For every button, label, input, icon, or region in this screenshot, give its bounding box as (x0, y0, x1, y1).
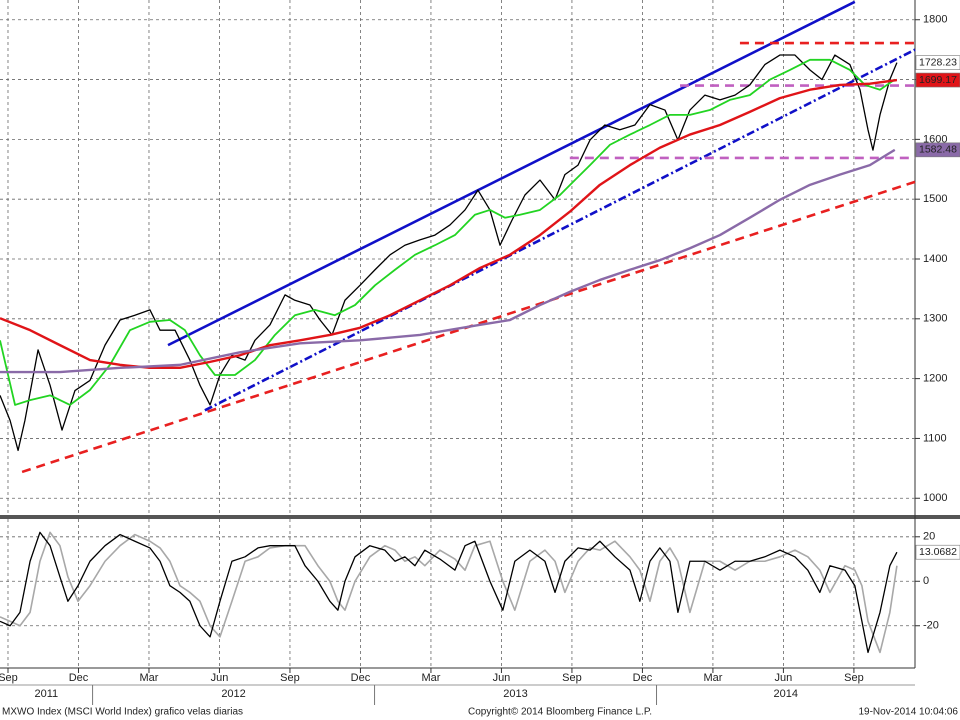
y-tick-label: 1300 (923, 313, 947, 325)
year-label: 2013 (503, 688, 527, 700)
y-tick-label: 1400 (923, 253, 947, 265)
x-tick-label: Jun (493, 672, 511, 684)
series-line (0, 148, 896, 374)
end-label-box (915, 142, 960, 158)
end-label-box (915, 72, 960, 88)
x-tick-label: Sep (0, 672, 18, 684)
x-tick-label: Mar (703, 672, 722, 684)
x-tick-label: Dec (69, 672, 89, 684)
end-label-box (915, 55, 960, 70)
year-label: 2014 (774, 688, 798, 700)
end-label-box (915, 544, 960, 560)
year-label: 2011 (34, 688, 58, 700)
series-line (0, 531, 898, 654)
x-tick-label: Dec (633, 672, 653, 684)
x-tick-label: Mar (421, 672, 440, 684)
x-tick-label: Sep (844, 672, 864, 684)
end-label: 1728.23 (919, 56, 957, 68)
x-tick-label: Sep (280, 672, 300, 684)
end-label: 13.0682 (919, 546, 957, 558)
series-line (0, 58, 896, 406)
y-tick-label: 1200 (923, 373, 947, 385)
trend-line (167, 0, 856, 347)
x-tick-label: Sep (562, 672, 582, 684)
end-label: 1699.17 (919, 74, 957, 86)
series-line (0, 78, 898, 370)
footer-right: 19-Nov-2014 10:04:06 (858, 707, 958, 718)
x-tick-label: Jun (211, 672, 229, 684)
x-tick-label: Mar (139, 672, 158, 684)
y-tick-label: 1100 (923, 432, 947, 444)
y-tick-label: -20 (923, 620, 939, 632)
y-tick-label: 1500 (923, 193, 947, 205)
end-label: 1582.48 (919, 144, 957, 156)
x-tick-label: Dec (351, 672, 371, 684)
footer-left: MXWO Index (MSCI World Index) grafico ve… (2, 707, 243, 718)
y-tick-label: 1800 (923, 14, 947, 26)
year-label: 2012 (221, 688, 245, 700)
y-tick-label: 20 (923, 531, 935, 543)
trend-line (204, 48, 916, 412)
series-line (0, 54, 898, 452)
panel-separator (0, 515, 960, 519)
series-line (0, 531, 898, 654)
y-tick-label: 1000 (923, 492, 947, 504)
footer-center: Copyright© 2014 Bloomberg Finance L.P. (468, 707, 652, 718)
x-tick-label: Jun (775, 672, 793, 684)
y-tick-label: 1600 (923, 133, 947, 145)
y-tick-label: 0 (923, 575, 929, 587)
